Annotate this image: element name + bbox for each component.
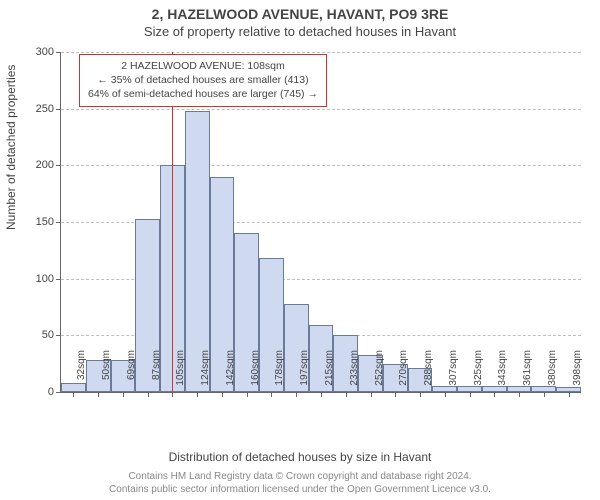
xtick-mark xyxy=(222,392,223,397)
xtick-mark xyxy=(494,392,495,397)
xtick-mark xyxy=(247,392,248,397)
footer-attribution: Contains HM Land Registry data © Crown c… xyxy=(0,470,600,496)
x-axis-label: Distribution of detached houses by size … xyxy=(0,450,600,464)
ytick-label: 150 xyxy=(0,216,54,228)
xtick-mark xyxy=(519,392,520,397)
xtick-mark xyxy=(395,392,396,397)
ytick-label: 200 xyxy=(0,159,54,171)
xtick-mark xyxy=(470,392,471,397)
xtick-mark xyxy=(346,392,347,397)
xtick-mark xyxy=(123,392,124,397)
gridline xyxy=(61,52,581,53)
xtick-mark xyxy=(148,392,149,397)
chart-main-title: 2, HAZELWOOD AVENUE, HAVANT, PO9 3RE xyxy=(0,6,600,22)
bar xyxy=(61,383,86,392)
xtick-mark xyxy=(296,392,297,397)
ytick-label: 50 xyxy=(0,329,54,341)
ytick-mark xyxy=(56,279,61,280)
footer-line-1: Contains HM Land Registry data © Crown c… xyxy=(0,470,600,483)
plot-area: 32sqm50sqm69sqm87sqm105sqm124sqm142sqm16… xyxy=(60,52,581,393)
ytick-label: 100 xyxy=(0,273,54,285)
info-box: 2 HAZELWOOD AVENUE: 108sqm← 35% of detac… xyxy=(79,54,327,107)
ytick-mark xyxy=(56,392,61,393)
xtick-mark xyxy=(73,392,74,397)
ytick-mark xyxy=(56,109,61,110)
ytick-label: 0 xyxy=(0,386,54,398)
xtick-mark xyxy=(445,392,446,397)
gridline xyxy=(61,109,581,110)
ytick-mark xyxy=(56,165,61,166)
gridline xyxy=(61,165,581,166)
y-axis-label: Number of detached properties xyxy=(4,65,18,230)
xtick-mark xyxy=(420,392,421,397)
footer-line-2: Contains public sector information licen… xyxy=(0,483,600,496)
info-box-line: 2 HAZELWOOD AVENUE: 108sqm xyxy=(88,59,318,73)
ytick-mark xyxy=(56,52,61,53)
xtick-mark xyxy=(569,392,570,397)
xtick-mark xyxy=(98,392,99,397)
ytick-label: 250 xyxy=(0,103,54,115)
ytick-mark xyxy=(56,335,61,336)
xtick-mark xyxy=(271,392,272,397)
xtick-mark xyxy=(172,392,173,397)
ytick-mark xyxy=(56,222,61,223)
ytick-label: 300 xyxy=(0,46,54,58)
xtick-mark xyxy=(371,392,372,397)
xtick-mark xyxy=(321,392,322,397)
xtick-mark xyxy=(197,392,198,397)
info-box-line: 64% of semi-detached houses are larger (… xyxy=(88,87,318,101)
info-box-line: ← 35% of detached houses are smaller (41… xyxy=(88,73,318,87)
chart-subtitle: Size of property relative to detached ho… xyxy=(0,24,600,39)
xtick-mark xyxy=(544,392,545,397)
